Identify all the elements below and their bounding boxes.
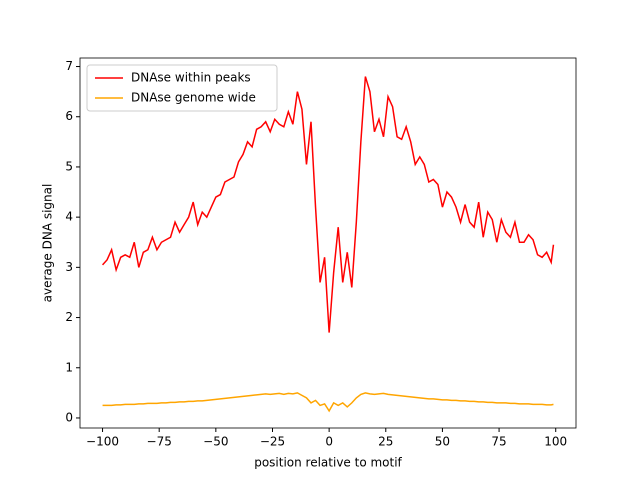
- legend-label: DNAse genome wide: [131, 91, 256, 105]
- legend-box: [86, 64, 278, 112]
- x-tick-label: 25: [378, 435, 393, 449]
- data-line: [101, 76, 555, 333]
- legend-label: DNAse within peaks: [131, 71, 251, 85]
- y-tick-label: 7: [65, 59, 73, 73]
- y-tick-label: 0: [65, 410, 73, 424]
- x-tick-label: −100: [86, 435, 119, 449]
- x-tick-label: 0: [325, 435, 333, 449]
- y-tick-label: 6: [65, 109, 73, 123]
- y-tick-label: 2: [65, 310, 73, 324]
- x-tick-label: 50: [435, 435, 450, 449]
- x-tick-label: 100: [544, 435, 567, 449]
- data-line: [102, 392, 554, 413]
- y-tick-label: 1: [65, 360, 73, 374]
- x-tick-label: 75: [491, 435, 506, 449]
- y-tick-label: 3: [65, 260, 73, 274]
- y-tick-label: 5: [65, 159, 73, 173]
- plot-frame: [79, 57, 577, 429]
- x-tick-label: −50: [203, 435, 228, 449]
- y-tick-label: 4: [65, 210, 73, 224]
- y-axis-label: average DNA signal: [41, 184, 55, 303]
- x-tick-label: −75: [147, 435, 172, 449]
- x-tick-label: −25: [260, 435, 285, 449]
- x-axis-label: position relative to motif: [254, 456, 402, 470]
